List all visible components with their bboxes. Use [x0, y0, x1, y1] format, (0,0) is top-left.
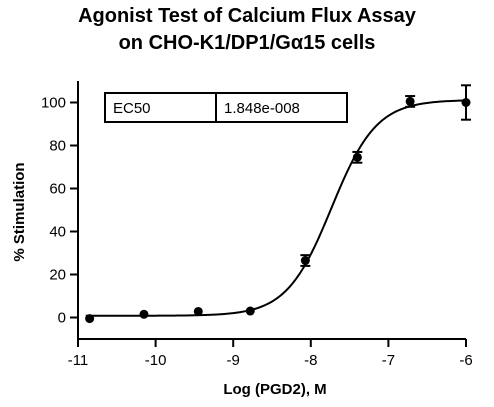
data-point [300, 256, 310, 266]
data-point [85, 314, 95, 324]
ec50-table: EC50 1.848e-008 [104, 92, 348, 123]
data-point [193, 306, 203, 316]
data-point [139, 309, 149, 319]
fit-curve [85, 99, 467, 317]
data-point [245, 306, 255, 316]
chart-title: Agonist Test of Calcium Flux Assay on CH… [0, 3, 494, 57]
fit-curve-group [85, 99, 467, 317]
x-tick-label: -7 [382, 352, 395, 369]
x-tick-label: -11 [68, 352, 89, 369]
x-tick-label: -10 [145, 352, 167, 369]
x-tick-label: -8 [304, 352, 317, 369]
data-point [461, 98, 471, 107]
data-point [352, 152, 362, 162]
ec50-table-border [104, 92, 348, 123]
x-tick-label: -9 [227, 352, 240, 369]
x-tick-label: -6 [459, 352, 472, 369]
y-tick-label: 0 [58, 310, 66, 327]
y-tick-label: 20 [49, 267, 66, 284]
x-axis-label: Log (PGD2), M [223, 381, 326, 398]
chart-title-line-1: Agonist Test of Calcium Flux Assay [78, 5, 416, 27]
y-tick-label: 40 [49, 224, 66, 241]
data-points [85, 84, 471, 324]
ec50-value: 1.848e-008 [224, 100, 300, 117]
y-tick-label: 60 [49, 181, 66, 198]
data-point [405, 96, 415, 106]
y-tick-label: 100 [41, 95, 66, 112]
y-tick-label: 80 [49, 138, 66, 155]
chart-title-line-2: on CHO-K1/DP1/Gα15 cells [118, 32, 376, 54]
axes: -11 -10 -9 -8 -7 -6 0 20 40 60 80 100 [41, 81, 473, 369]
y-axis-label: % Stimulation [11, 162, 28, 261]
ec50-label: EC50 [113, 100, 151, 117]
